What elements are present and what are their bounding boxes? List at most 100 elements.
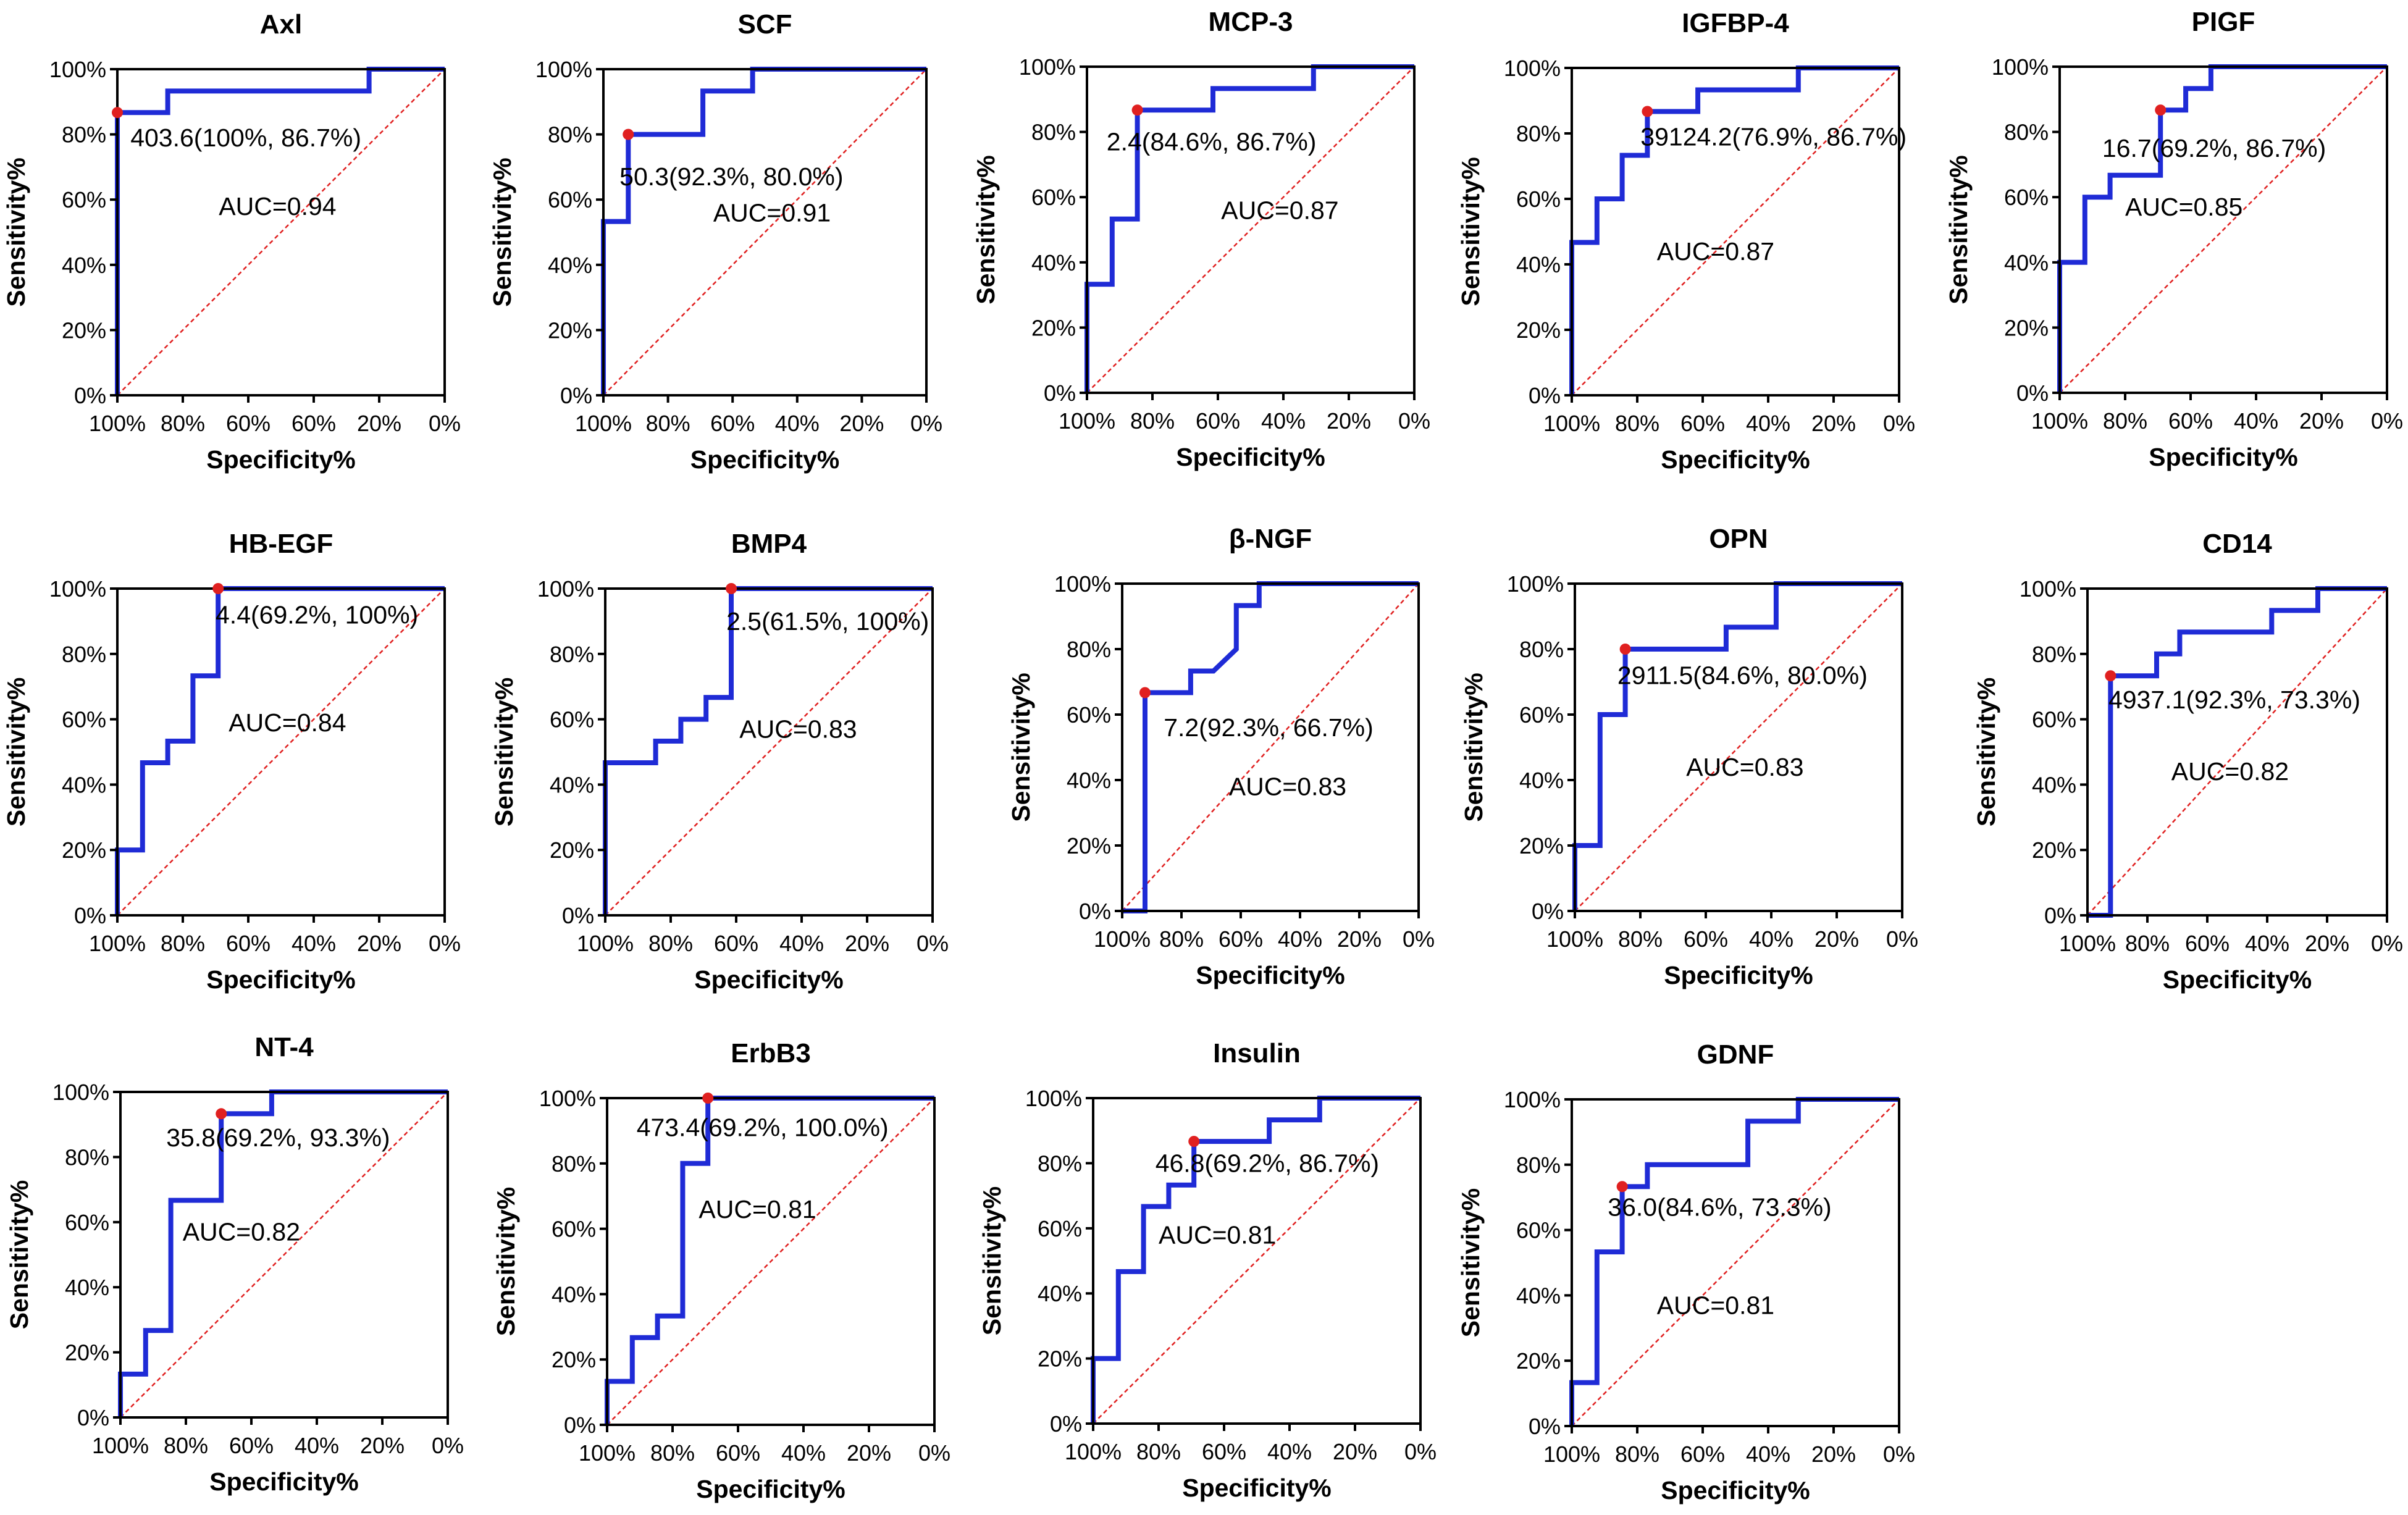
cutoff-label: 36.0(84.6%, 73.3%) — [1608, 1193, 1831, 1222]
x-axis-label: Specificity% — [1661, 445, 1810, 474]
y-axis-label: Sensitivity% — [2, 678, 30, 827]
x-tick-label: 40% — [779, 931, 824, 956]
y-axis-label: Sensitivity% — [1456, 157, 1485, 306]
auc-label: AUC=0.81 — [1159, 1220, 1276, 1249]
cutoff-label: 4.4(69.2%, 100%) — [216, 600, 418, 629]
y-tick-label: 40% — [550, 772, 594, 797]
chart-title: GDNF — [1697, 1039, 1774, 1070]
y-axis-label: Sensitivity% — [971, 155, 1000, 304]
cutoff-label: 2.4(84.6%, 86.7%) — [1107, 127, 1317, 156]
cutoff-label: 35.8(69.2%, 93.3%) — [166, 1123, 390, 1152]
roc-curve — [1122, 581, 1419, 913]
cutoff-label: 50.3(92.3%, 80.0%) — [619, 162, 843, 191]
x-tick-label: 40% — [1746, 1442, 1790, 1467]
chart-title: BMP4 — [731, 529, 807, 559]
x-tick-label: 60% — [292, 411, 336, 436]
y-tick-label: 100% — [1054, 571, 1111, 597]
y-tick-label: 20% — [550, 837, 594, 863]
auc-label: AUC=0.83 — [1229, 773, 1346, 801]
chart-title: IGFBP-4 — [1682, 8, 1789, 38]
plot-frame — [2086, 587, 2388, 917]
auc-label: AUC=0.87 — [1221, 196, 1338, 224]
x-axis-label: Specificity% — [1664, 961, 1813, 989]
x-tick-label: 60% — [1219, 926, 1263, 952]
y-tick-label: 80% — [1516, 1152, 1561, 1178]
roc-curve — [1091, 1096, 1420, 1424]
x-tick-label: 0% — [1883, 1442, 1915, 1467]
x-tick-label: 60% — [1680, 1442, 1725, 1467]
reference-diagonal — [120, 1091, 448, 1418]
auc-label: AUC=0.81 — [1657, 1291, 1774, 1319]
y-tick-label: 80% — [1038, 1151, 1082, 1176]
roc-panel-6: BMP4 0% 20% 40% 60% 80% 100% 100% 80% 60% 40% 20% 0%… — [490, 529, 949, 994]
x-tick-label: 80% — [1615, 411, 1659, 436]
x-tick-label: 40% — [1267, 1439, 1312, 1464]
y-tick-label: 80% — [1031, 120, 1076, 145]
x-tick-label: 40% — [1746, 411, 1790, 436]
y-tick-label: 0% — [74, 903, 106, 928]
y-tick-label: 80% — [550, 642, 594, 667]
plot-frame — [1121, 582, 1420, 912]
x-tick-label: 20% — [357, 411, 401, 436]
chart-title: NT-4 — [254, 1032, 314, 1062]
y-tick-label: 80% — [1067, 637, 1111, 662]
y-tick-label: 80% — [552, 1151, 596, 1177]
x-tick-label: 80% — [1159, 926, 1204, 952]
cutoff-label: 16.7(69.2%, 86.7%) — [2102, 134, 2326, 162]
x-tick-label: 100% — [575, 411, 632, 436]
reference-diagonal — [1574, 583, 1903, 912]
y-tick-label: 0% — [1050, 1411, 1082, 1437]
roc-curve — [605, 1096, 934, 1425]
y-tick-label: 0% — [77, 1405, 109, 1430]
x-tick-label: 20% — [845, 931, 889, 956]
y-tick-label: 60% — [1516, 1218, 1561, 1243]
x-axis-label: Specificity% — [2163, 965, 2312, 994]
x-axis-label: Specificity% — [1661, 1476, 1810, 1505]
y-tick-label: 80% — [2032, 642, 2076, 667]
y-tick-label: 20% — [1516, 317, 1561, 343]
x-tick-label: 20% — [2305, 931, 2349, 956]
y-tick-label: 100% — [1025, 1086, 1082, 1111]
y-tick-label: 100% — [49, 57, 106, 82]
roc-curve — [1569, 65, 1899, 395]
x-tick-label: 80% — [161, 411, 205, 436]
chart-title: β-NGF — [1229, 524, 1312, 554]
chart-title: OPN — [1709, 524, 1768, 554]
x-tick-label: 20% — [360, 1433, 405, 1458]
y-tick-label: 60% — [1516, 187, 1561, 212]
roc-panel-1: SCF 0% 20% 40% 60% 80% 100% 100% 80% 60% 40% 20% 0% S… — [488, 9, 942, 474]
cutoff-point — [1139, 687, 1151, 699]
cutoff-label: 4937.1(92.3%, 73.3%) — [2108, 686, 2360, 714]
y-tick-label: 80% — [1519, 637, 1564, 662]
chart-title: SCF — [738, 9, 792, 40]
chart-title: CD14 — [2202, 529, 2272, 559]
y-tick-label: 0% — [564, 1412, 596, 1438]
x-tick-label: 40% — [2245, 931, 2289, 956]
roc-curve — [118, 1089, 448, 1417]
y-tick-label: 0% — [1529, 1414, 1561, 1439]
x-tick-label: 0% — [2371, 408, 2403, 434]
x-tick-label: 100% — [1059, 408, 1115, 434]
y-tick-label: 40% — [1067, 768, 1111, 793]
auc-label: AUC=0.84 — [229, 708, 346, 737]
y-tick-label: 0% — [560, 383, 592, 408]
x-tick-label: 20% — [839, 411, 884, 436]
y-tick-label: 100% — [535, 57, 592, 82]
y-tick-label: 100% — [539, 1086, 596, 1111]
y-tick-label: 20% — [65, 1340, 109, 1366]
y-tick-label: 20% — [2004, 315, 2049, 340]
y-tick-label: 40% — [1038, 1281, 1082, 1306]
y-tick-label: 20% — [548, 317, 592, 343]
cutoff-point — [2105, 670, 2116, 682]
y-tick-label: 20% — [62, 837, 106, 863]
x-tick-label: 20% — [2299, 408, 2344, 434]
x-tick-label: 0% — [429, 931, 461, 956]
y-tick-label: 20% — [62, 317, 106, 343]
reference-diagonal — [1571, 1099, 1900, 1427]
cutoff-point — [1131, 104, 1143, 116]
x-axis-label: Specificity% — [696, 1475, 845, 1503]
y-tick-label: 100% — [1504, 1087, 1561, 1112]
y-tick-label: 20% — [1067, 833, 1111, 858]
cutoff-label: 7.2(92.3%, 66.7%) — [1164, 713, 1374, 742]
y-axis-label: Sensitivity% — [492, 1187, 520, 1337]
